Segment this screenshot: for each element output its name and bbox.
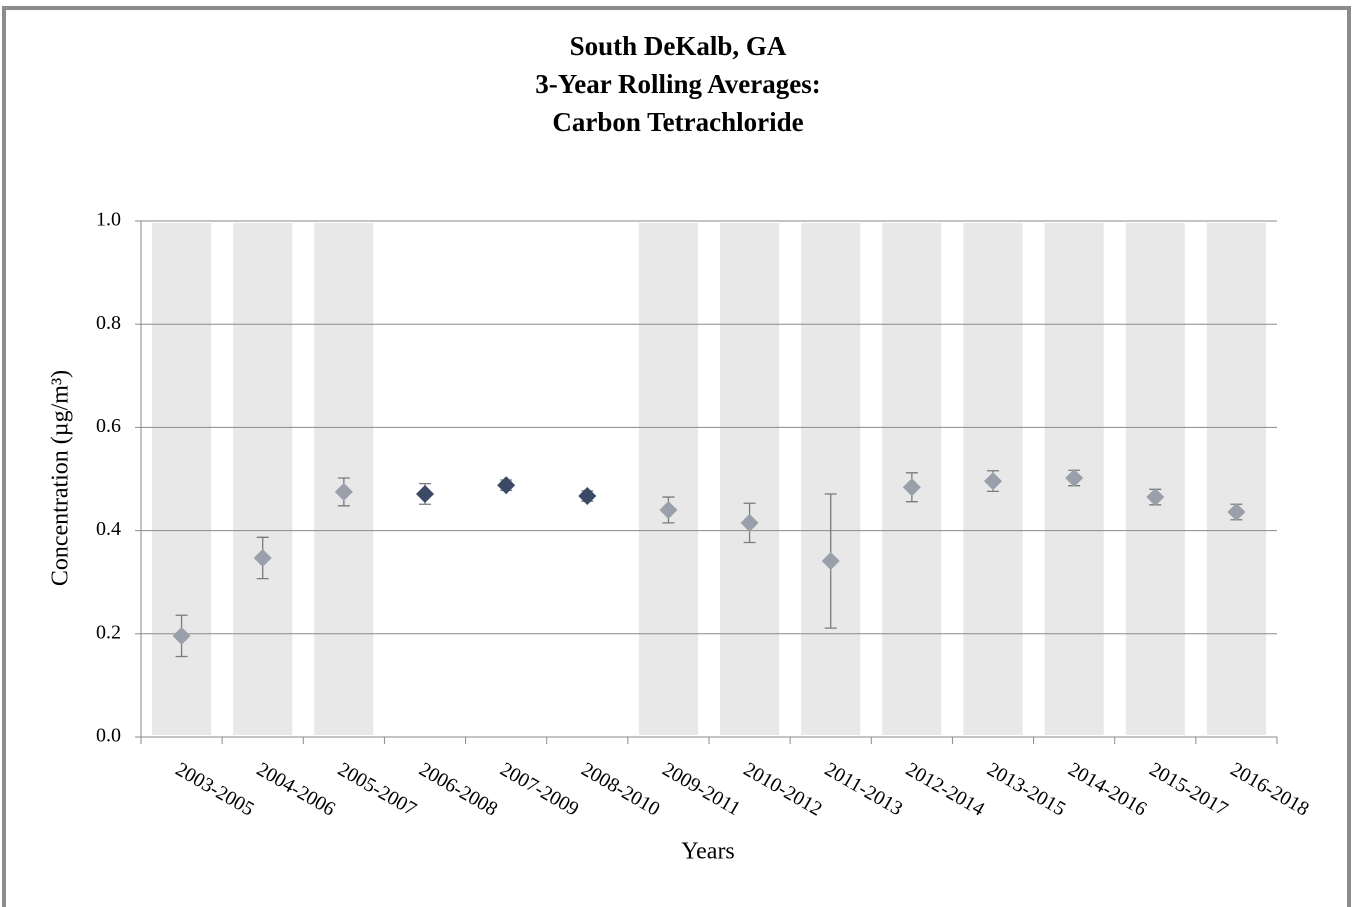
marker [740,513,759,532]
marker [1146,488,1165,507]
marker [497,476,516,495]
chart-title: 3-Year Rolling Averages: [535,69,820,99]
x-tick-label: 2015-2017 [1145,758,1231,820]
marker [416,484,434,503]
shaded-band [801,223,861,735]
marker [659,500,678,519]
x-tick-label: 2012-2014 [902,758,988,820]
x-tick-label: 2004-2006 [253,758,339,820]
chart-title: South DeKalb, GA [570,31,787,61]
x-tick-label: 2003-2005 [172,758,258,820]
y-tick-label: 0.6 [96,415,121,437]
frame [2,6,1351,907]
x-tick-label: 2014-2016 [1064,758,1150,820]
marker [902,478,921,497]
shaded-band [1206,223,1266,735]
x-tick-label: 2013-2015 [983,758,1069,820]
x-tick-label: 2007-2009 [496,758,582,820]
x-tick-label: 2011-2013 [821,758,906,820]
marker [172,626,191,645]
y-tick-label: 0.4 [96,518,121,540]
chart-title: Carbon Tetrachloride [552,107,803,137]
y-tick-label: 0.8 [96,312,121,334]
marker [253,548,272,567]
marker [1065,468,1084,487]
shaded-band [638,223,698,735]
x-tick-label: 2008-2010 [577,758,663,820]
x-tick-label: 2010-2012 [740,758,826,820]
marker [984,472,1002,491]
marker [821,552,840,571]
x-axis-label: Years [681,839,735,865]
shaded-band [1125,223,1185,735]
y-tick-label: 1.0 [96,209,121,231]
x-tick-label: 2005-2007 [334,758,420,820]
marker [578,487,597,506]
shaded-band [152,223,212,735]
y-axis-label: Concentration (µg/m³) [48,370,74,586]
shaded-band [720,223,780,735]
marker [334,482,353,501]
shaded-band [233,223,293,735]
x-tick-label: 2016-2018 [1227,758,1313,820]
marker [1227,503,1246,522]
x-tick-label: 2006-2008 [415,758,501,820]
x-tick-label: 2009-2011 [659,758,744,820]
y-tick-label: 0.0 [96,725,121,747]
y-tick-label: 0.2 [96,621,121,643]
